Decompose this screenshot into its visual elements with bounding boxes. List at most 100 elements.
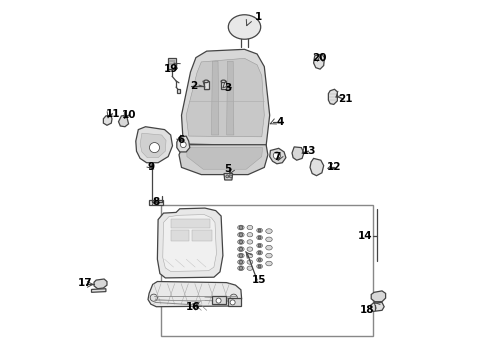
Circle shape: [273, 152, 280, 159]
Ellipse shape: [265, 237, 272, 242]
Ellipse shape: [256, 258, 262, 262]
Circle shape: [230, 294, 237, 301]
Polygon shape: [269, 148, 285, 164]
Polygon shape: [370, 302, 384, 311]
Ellipse shape: [237, 266, 244, 271]
Bar: [192, 230, 212, 241]
Circle shape: [149, 143, 159, 153]
Polygon shape: [140, 133, 166, 158]
Polygon shape: [179, 145, 267, 175]
Polygon shape: [163, 215, 216, 271]
Polygon shape: [148, 282, 241, 307]
Ellipse shape: [256, 228, 262, 233]
Circle shape: [230, 300, 235, 305]
Polygon shape: [177, 136, 189, 152]
Ellipse shape: [237, 253, 244, 258]
Ellipse shape: [256, 235, 262, 240]
Polygon shape: [181, 49, 269, 146]
Circle shape: [239, 260, 242, 264]
Ellipse shape: [237, 247, 244, 252]
Bar: [177, 89, 180, 93]
Polygon shape: [291, 147, 303, 160]
Ellipse shape: [237, 260, 244, 264]
Polygon shape: [313, 54, 324, 69]
Polygon shape: [309, 158, 323, 176]
Polygon shape: [118, 115, 128, 127]
Bar: [212, 296, 226, 304]
Text: 7: 7: [273, 152, 280, 162]
Ellipse shape: [265, 261, 272, 266]
Bar: [149, 200, 163, 205]
Polygon shape: [136, 127, 172, 163]
Circle shape: [258, 258, 261, 261]
Polygon shape: [186, 148, 262, 169]
Ellipse shape: [237, 240, 244, 244]
Ellipse shape: [246, 260, 252, 264]
Text: 17: 17: [78, 278, 93, 288]
Polygon shape: [103, 115, 112, 125]
Ellipse shape: [221, 80, 225, 83]
Circle shape: [239, 233, 242, 237]
Text: 3: 3: [224, 83, 231, 93]
Circle shape: [258, 229, 261, 232]
Circle shape: [258, 251, 261, 254]
Polygon shape: [91, 289, 106, 292]
Circle shape: [216, 298, 221, 303]
Text: 12: 12: [326, 162, 341, 172]
Ellipse shape: [246, 266, 252, 270]
Ellipse shape: [237, 233, 244, 237]
Text: 19: 19: [163, 64, 178, 74]
Text: 1: 1: [255, 12, 262, 22]
Text: 18: 18: [359, 305, 373, 315]
Text: 5: 5: [224, 164, 231, 174]
Ellipse shape: [237, 225, 244, 230]
Text: 16: 16: [185, 302, 200, 312]
Polygon shape: [370, 291, 385, 302]
Ellipse shape: [265, 253, 272, 258]
Bar: [168, 58, 176, 69]
Circle shape: [239, 254, 242, 257]
Ellipse shape: [256, 264, 262, 269]
Circle shape: [239, 240, 242, 244]
Circle shape: [180, 142, 186, 148]
Ellipse shape: [256, 251, 262, 255]
Text: 14: 14: [357, 231, 372, 241]
Text: 21: 21: [337, 94, 352, 104]
Bar: [169, 60, 175, 62]
Polygon shape: [224, 174, 232, 180]
Ellipse shape: [246, 225, 252, 230]
Bar: [170, 230, 188, 241]
Circle shape: [239, 226, 242, 229]
Text: 4: 4: [276, 117, 284, 127]
Circle shape: [258, 265, 261, 268]
Circle shape: [258, 244, 261, 247]
Ellipse shape: [246, 247, 252, 251]
Text: 2: 2: [190, 81, 197, 91]
Circle shape: [239, 266, 242, 270]
Ellipse shape: [246, 253, 252, 258]
Text: 6: 6: [178, 135, 185, 145]
Polygon shape: [157, 208, 223, 278]
Bar: [228, 298, 241, 306]
Circle shape: [150, 294, 157, 301]
Polygon shape: [328, 89, 337, 104]
Text: 15: 15: [251, 275, 265, 285]
Bar: [203, 81, 208, 89]
Polygon shape: [186, 58, 264, 137]
Circle shape: [239, 247, 242, 251]
Ellipse shape: [203, 80, 208, 83]
Ellipse shape: [246, 233, 252, 237]
Ellipse shape: [228, 15, 260, 39]
Ellipse shape: [246, 240, 252, 244]
Bar: [161, 205, 373, 336]
Bar: [169, 63, 175, 65]
Polygon shape: [94, 279, 107, 289]
Text: 8: 8: [152, 197, 160, 207]
Bar: [221, 81, 225, 89]
Text: 9: 9: [147, 162, 154, 172]
Text: 20: 20: [311, 53, 326, 63]
Ellipse shape: [265, 246, 272, 250]
Text: 11: 11: [105, 109, 120, 120]
Circle shape: [229, 175, 232, 178]
Text: 13: 13: [302, 146, 316, 156]
